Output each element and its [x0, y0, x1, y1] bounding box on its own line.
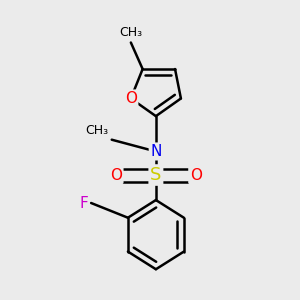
Text: N: N [150, 144, 162, 159]
Text: O: O [110, 167, 122, 182]
Text: CH₃: CH₃ [86, 124, 109, 137]
Text: O: O [190, 167, 202, 182]
Text: CH₃: CH₃ [119, 26, 142, 39]
Text: O: O [125, 91, 137, 106]
Text: F: F [80, 196, 88, 211]
Text: S: S [150, 166, 162, 184]
